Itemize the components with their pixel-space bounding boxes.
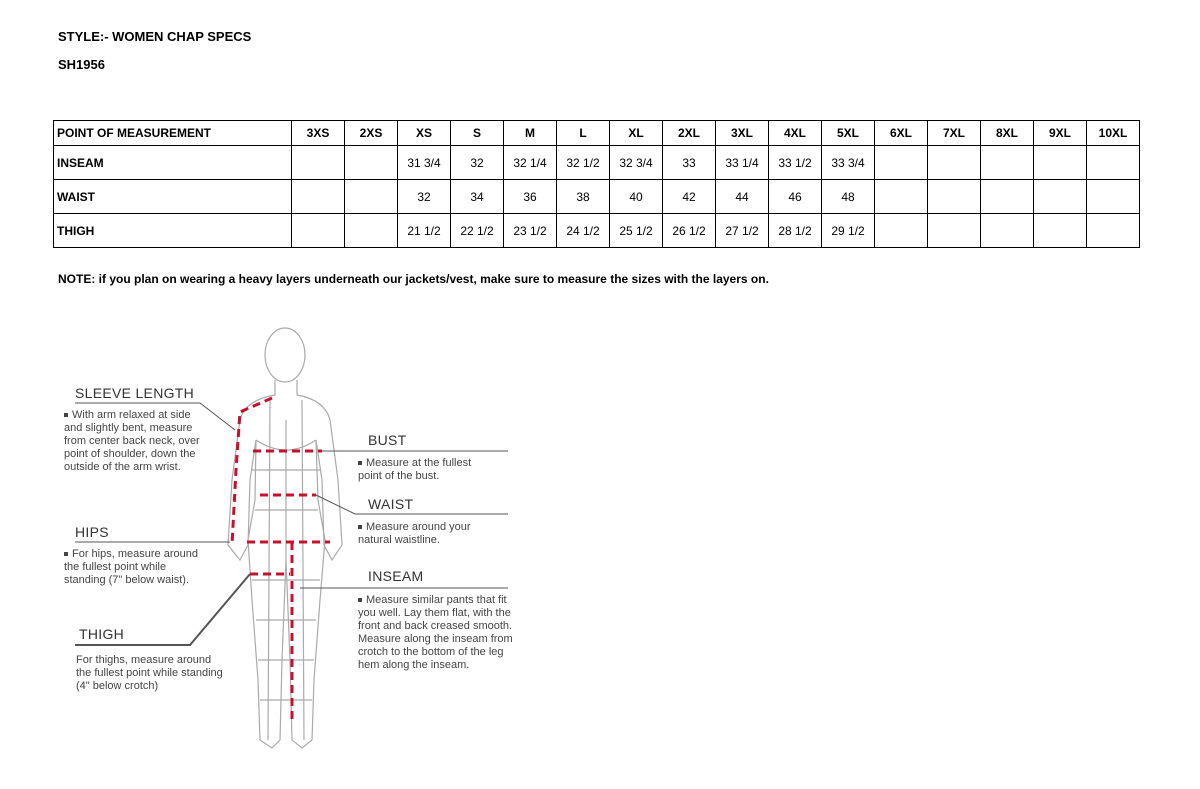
bullet-icon — [358, 598, 362, 603]
female-figure-outline — [227, 327, 343, 749]
header-size: 9XL — [1033, 120, 1087, 146]
measurement-value: 23 1/2 — [503, 213, 557, 248]
measurement-value — [344, 213, 398, 248]
measurement-value: 32 — [397, 179, 451, 214]
style-title: STYLE:- WOMEN CHAP SPECS — [58, 29, 252, 44]
bullet-icon — [358, 525, 362, 530]
measurement-value — [980, 145, 1034, 180]
measurement-value: 32 1/4 — [503, 145, 557, 180]
waist-label: WAIST — [368, 496, 414, 512]
measurement-value: 22 1/2 — [450, 213, 504, 248]
measurement-value: 28 1/2 — [768, 213, 822, 248]
measurement-value: 26 1/2 — [662, 213, 716, 248]
measurement-value: 36 — [503, 179, 557, 214]
header-size: XL — [609, 120, 663, 146]
header-size: M — [503, 120, 557, 146]
style-code: SH1956 — [58, 57, 105, 72]
header-size: 3XL — [715, 120, 769, 146]
sleeve-length-desc: With arm relaxed at side and slightly be… — [64, 409, 200, 473]
sleeve-length-label: SLEEVE LENGTH — [75, 385, 195, 401]
measurement-value: 31 3/4 — [397, 145, 451, 180]
measurement-value: 42 — [662, 179, 716, 214]
measurement-value — [980, 213, 1034, 248]
measurement-name: THIGH — [53, 213, 292, 248]
measurement-value: 33 1/2 — [768, 145, 822, 180]
bust-label: BUST — [368, 432, 407, 448]
layering-note: NOTE: if you plan on wearing a heavy lay… — [58, 272, 769, 286]
measurement-value: 44 — [715, 179, 769, 214]
header-size: 7XL — [927, 120, 981, 146]
measurement-value — [1033, 213, 1087, 248]
table-row: INSEAM 31 3/4 32 32 1/4 32 1/2 32 3/4 33 33 1/4… — [53, 145, 1140, 180]
measurement-value — [1033, 179, 1087, 214]
measurement-value: 40 — [609, 179, 663, 214]
leader-lines — [75, 402, 508, 646]
header-size: S — [450, 120, 504, 146]
measurement-value: 33 — [662, 145, 716, 180]
thigh-desc: For thighs, measure around the fullest p… — [76, 654, 223, 692]
measurement-value: 33 3/4 — [821, 145, 875, 180]
table-row: WAIST 32 34 36 38 40 42 44 46 48 — [53, 179, 1140, 214]
inseam-label: INSEAM — [368, 568, 424, 584]
size-spec-table: POINT OF MEASUREMENT 3XS 2XS XS S M L XL 2XL 3XL 4… — [53, 120, 1140, 248]
measurement-value — [1086, 145, 1140, 180]
measurement-value — [927, 213, 981, 248]
measurement-lines — [230, 396, 330, 720]
measurement-value — [1033, 145, 1087, 180]
measurement-value: 46 — [768, 179, 822, 214]
header-size: 5XL — [821, 120, 875, 146]
measurement-value: 25 1/2 — [609, 213, 663, 248]
measurement-value — [1086, 179, 1140, 214]
measurement-value: 27 1/2 — [715, 213, 769, 248]
hips-label: HIPS — [75, 524, 109, 540]
bust-desc: Measure at the fullest point of the bust… — [358, 457, 472, 482]
measurement-value: 29 1/2 — [821, 213, 875, 248]
measurement-value — [291, 213, 345, 248]
bullet-icon — [64, 413, 68, 418]
bullet-icon — [64, 552, 68, 557]
waist-desc: Measure around your natural waistline. — [358, 521, 471, 546]
table-row: THIGH 21 1/2 22 1/2 23 1/2 24 1/2 25 1/2 26 1/… — [53, 213, 1140, 248]
measurement-value: 48 — [821, 179, 875, 214]
measurement-value: 21 1/2 — [397, 213, 451, 248]
inseam-desc: Measure similar pants that fit you well.… — [358, 594, 513, 671]
hips-desc: For hips, measure around the fullest poi… — [64, 548, 198, 586]
measurement-value — [291, 179, 345, 214]
sleeve-measure-line — [230, 396, 273, 546]
thigh-label: THIGH — [79, 626, 125, 642]
measurement-value — [1086, 213, 1140, 248]
header-size: 2XS — [344, 120, 398, 146]
table-header-row: POINT OF MEASUREMENT 3XS 2XS XS S M L XL 2XL 3XL 4… — [53, 120, 1140, 146]
measurement-value: 24 1/2 — [556, 213, 610, 248]
header-size: L — [556, 120, 610, 146]
bullet-icon — [358, 461, 362, 466]
